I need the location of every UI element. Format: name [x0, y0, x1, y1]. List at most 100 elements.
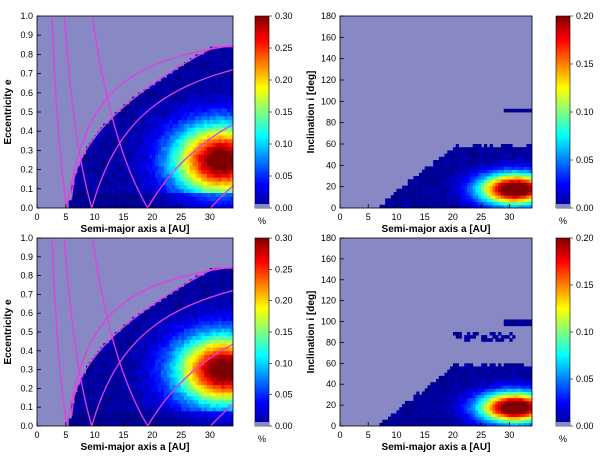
y-tick-label: 0.1 [20, 184, 33, 194]
overlay-curve [91, 68, 233, 208]
y-tick-label: 0.8 [20, 49, 33, 59]
y-tick-label: 120 [321, 75, 336, 85]
y-tick-label: 0.0 [20, 421, 33, 431]
y-tick-label: 0.5 [20, 327, 33, 337]
x-tick-label: 5 [63, 430, 68, 440]
heatmap-cells [68, 268, 233, 426]
x-tick-label: 15 [420, 212, 430, 222]
x-tick-label: 0 [34, 212, 39, 222]
y-axis-label: Eccentricity e [3, 79, 14, 144]
colorbar-tick-label: 0.30 [275, 233, 293, 243]
y-tick-label: 0.8 [20, 271, 33, 281]
y-tick-label: 0.7 [20, 69, 33, 79]
y-tick-label: 60 [326, 139, 336, 149]
y-tick-label: 160 [321, 254, 336, 264]
y-tick-label: 0.3 [20, 145, 33, 155]
x-tick-label: 0 [337, 430, 342, 440]
heatmap-cells [379, 108, 532, 208]
colorbar-unit: % [559, 434, 567, 444]
colorbar-tick-label: 0.10 [275, 358, 293, 368]
y-tick-label: 0 [331, 421, 336, 431]
y-tick-label: 1.0 [20, 11, 33, 21]
y-tick-label: 20 [326, 400, 336, 410]
y-tick-label: 0.9 [20, 252, 33, 262]
colorbar-tick-label: 0.05 [576, 374, 594, 384]
colorbar [555, 15, 571, 209]
y-tick-label: 60 [326, 358, 336, 368]
x-tick-label: 10 [391, 430, 401, 440]
y-tick-label: 0.4 [20, 346, 33, 356]
colorbar-unit: % [258, 216, 266, 226]
y-tick-label: 0.1 [20, 402, 33, 412]
x-tick-label: 30 [205, 430, 215, 440]
x-tick-label: 30 [205, 212, 215, 222]
x-tick-label: 20 [448, 212, 458, 222]
colorbar-zero-swatch [255, 422, 269, 426]
colorbar-unit: % [258, 434, 266, 444]
colorbar-tick-label: 0.15 [576, 59, 594, 69]
y-tick-label: 120 [321, 296, 336, 306]
overlay-curve [63, 239, 93, 426]
colorbar-tick-label: 0.15 [275, 327, 293, 337]
overlay-curve [63, 17, 93, 208]
plot-frame [339, 237, 533, 427]
overlay-curve [91, 17, 149, 208]
colorbar [254, 237, 270, 427]
y-tick-label: 0.6 [20, 308, 33, 318]
y-axis-label: Eccentricity e [3, 299, 14, 364]
y-tick-label: 80 [326, 118, 336, 128]
y-tick-label: 180 [321, 233, 336, 243]
colorbar-tick-label: 0.05 [576, 155, 594, 165]
panel-3: 0 5 10 15 20 25 30 0.0 0.1 0.2 0.3 0.4 0.5 0.6 0.7 0.8 0… [3, 233, 293, 453]
y-tick-label: 0.7 [20, 289, 33, 299]
y-tick-label: 100 [321, 317, 336, 327]
colorbar-tick-label: 0.10 [275, 139, 293, 149]
x-tick-label: 15 [118, 430, 128, 440]
y-tick-label: 180 [321, 11, 336, 21]
y-tick-label: 0.3 [20, 365, 33, 375]
plot-frame [339, 15, 533, 209]
x-axis-label: Semi-major axis a [AU] [382, 442, 491, 453]
x-tick-label: 5 [63, 212, 68, 222]
colorbar-tick-label: 0.05 [275, 390, 293, 400]
y-tick-label: 140 [321, 275, 336, 285]
overlay-curves [51, 239, 233, 426]
y-tick-label: 100 [321, 96, 336, 106]
x-axis-label: Semi-major axis a [AU] [382, 224, 491, 235]
x-axis-label: Semi-major axis a [AU] [81, 442, 190, 453]
colorbar-unit: % [559, 216, 567, 226]
colorbar-tick-label: 0.05 [275, 171, 293, 181]
colorbar-tick-label: 0.20 [576, 11, 594, 21]
colorbar-tick-label: 0.25 [275, 264, 293, 274]
y-axis-label: Inclination i [deg] [306, 291, 317, 374]
y-tick-label: 0.4 [20, 126, 33, 136]
x-tick-label: 25 [176, 430, 186, 440]
y-tick-label: 1.0 [20, 233, 33, 243]
x-tick-label: 10 [90, 430, 100, 440]
overlay-curve [91, 239, 149, 426]
overlay-curve [51, 17, 68, 208]
colorbar-zero-swatch [556, 422, 570, 426]
panel-4: 0 5 10 15 20 25 30 0 20 40 60 80 100 120 140 160 180 Semi… [306, 233, 594, 453]
colorbar-tick-label: 0.00 [275, 203, 293, 213]
colorbar-tick-label: 0.15 [576, 280, 594, 290]
x-tick-label: 25 [476, 212, 486, 222]
colorbar [555, 237, 571, 427]
x-tick-label: 5 [366, 430, 371, 440]
y-tick-label: 140 [321, 54, 336, 64]
y-tick-label: 80 [326, 337, 336, 347]
y-tick-label: 160 [321, 32, 336, 42]
x-tick-label: 10 [391, 212, 401, 222]
y-tick-label: 40 [326, 160, 336, 170]
y-tick-label: 40 [326, 379, 336, 389]
x-tick-label: 10 [90, 212, 100, 222]
y-tick-label: 0.2 [20, 165, 33, 175]
overlay-curve [51, 239, 68, 426]
overlay-curve [91, 289, 233, 426]
y-tick-label: 0 [331, 203, 336, 213]
overlay-curve [70, 46, 233, 199]
y-tick-label: 0.6 [20, 88, 33, 98]
x-tick-label: 15 [118, 212, 128, 222]
x-tick-label: 5 [366, 212, 371, 222]
x-tick-label: 20 [147, 212, 157, 222]
